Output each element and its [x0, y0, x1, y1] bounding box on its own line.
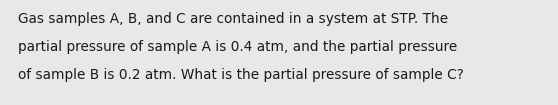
Text: of sample B is 0.2 atm. What is the partial pressure of sample C?: of sample B is 0.2 atm. What is the part…	[18, 68, 464, 82]
Text: partial pressure of sample A is 0.4 atm, and the partial pressure: partial pressure of sample A is 0.4 atm,…	[18, 40, 457, 54]
Text: Gas samples A, B, and C are contained in a system at STP. The: Gas samples A, B, and C are contained in…	[18, 12, 448, 26]
